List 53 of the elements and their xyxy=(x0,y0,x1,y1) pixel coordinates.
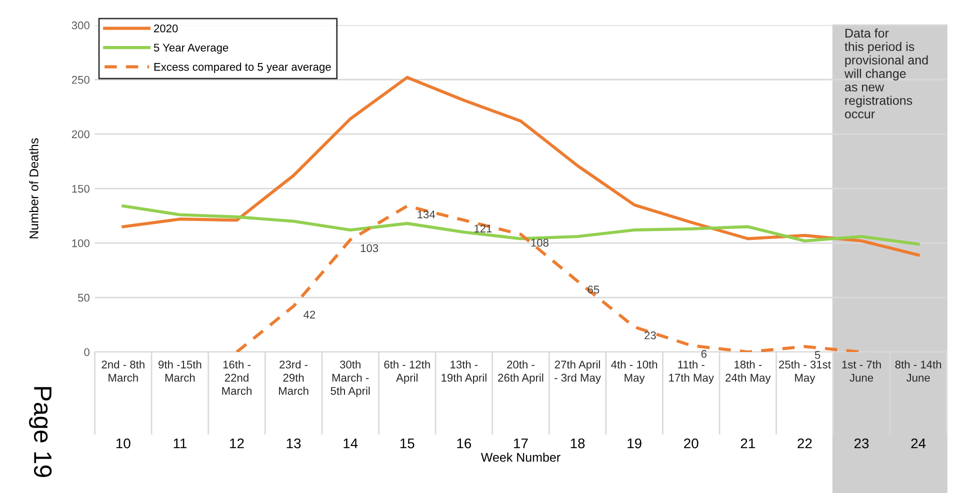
x2-tick-label: 17 xyxy=(514,438,528,448)
data-label: 6 xyxy=(701,350,707,358)
x2-tick-label: 16 xyxy=(457,438,472,448)
x2-tick-label: 10 xyxy=(116,438,130,448)
x-tick-label: 30th March - 5th April xyxy=(330,360,370,398)
y-axis-title: Number of Deaths xyxy=(29,138,38,238)
y-tick-label: 50 xyxy=(78,294,90,302)
y-tick-label: 250 xyxy=(72,76,90,84)
legend-label: 5 Year Average xyxy=(154,44,228,54)
x-tick-label: 1st - 7th June xyxy=(842,360,881,382)
data-label: 121 xyxy=(474,224,492,232)
x-tick-label: 6th - 12th April xyxy=(384,360,430,384)
x-tick-label: 20th - 26th April xyxy=(498,360,544,384)
data-label: 103 xyxy=(360,244,378,252)
x2-tick-label: 12 xyxy=(230,438,244,448)
line-series xyxy=(122,204,920,246)
x2-tick-label: 19 xyxy=(628,438,642,448)
x2-tick-label: 22 xyxy=(798,438,812,448)
data-label: 5 xyxy=(814,351,820,359)
data-label: 108 xyxy=(531,238,549,247)
x2-tick-label: 18 xyxy=(570,438,585,448)
x-tick-label: 4th - 10th May xyxy=(611,360,658,384)
x-tick-label: 27th April - 3rd May xyxy=(554,360,601,384)
x-tick-label: 23rd - 29th March xyxy=(279,360,308,395)
x-tick-label: 18th - 24th May xyxy=(726,360,771,384)
data-label: 23 xyxy=(644,331,656,340)
data-label: 42 xyxy=(304,310,316,318)
x-tick-label: 25th - 31st May xyxy=(779,360,831,384)
x-axis-title: Week Number xyxy=(480,452,560,462)
legend-label: 2020 xyxy=(154,24,178,32)
x2-tick-label: 14 xyxy=(344,438,358,448)
x-tick-label: 9th -15th March xyxy=(158,360,202,382)
x2-tick-label: 23 xyxy=(854,438,869,448)
x-tick-label: 2nd - 8th March xyxy=(102,360,144,382)
y-tick-label: 300 xyxy=(72,21,90,30)
x-tick-label: 16th - 22nd March xyxy=(222,360,252,395)
x2-tick-label: 15 xyxy=(400,438,414,448)
legend-label: Excess compared to 5 year average xyxy=(154,62,331,74)
y-tick-label: 100 xyxy=(72,239,90,248)
y-tick-label: 0 xyxy=(84,348,90,356)
band-label: Data for this period is provisional and will change as new registrations occur xyxy=(844,28,928,118)
text: Page 19 xyxy=(29,387,52,478)
x2-tick-label: 11 xyxy=(174,438,186,448)
x2-tick-label: 24 xyxy=(911,438,926,448)
x2-tick-label: 13 xyxy=(286,438,301,448)
y-tick-label: 200 xyxy=(72,130,90,138)
data-label: 134 xyxy=(418,210,436,218)
x-tick-label: 8th - 14th June xyxy=(895,360,942,382)
x-tick-label: 13th - 19th April xyxy=(442,360,486,384)
y-tick-label: 150 xyxy=(72,184,90,193)
x2-tick-label: 20 xyxy=(684,438,698,448)
x2-tick-label: 21 xyxy=(740,438,755,448)
x-tick-label: 11th - 17th May xyxy=(669,360,714,384)
